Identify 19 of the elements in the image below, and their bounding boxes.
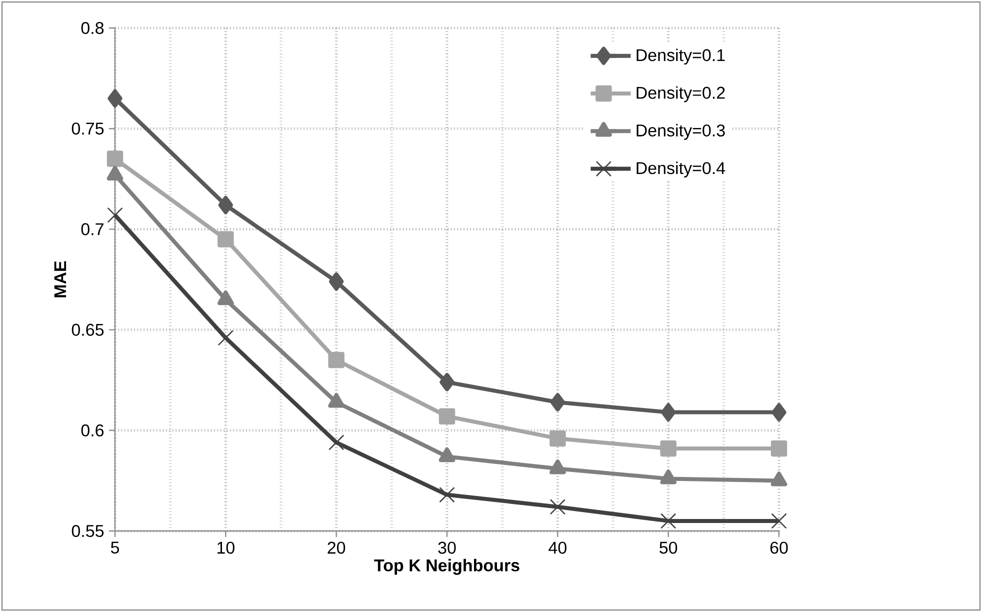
y-tick-label: 0.75 bbox=[72, 122, 104, 135]
y-tick-label: 0.8 bbox=[81, 22, 104, 34]
legend-label: Density=0.2 bbox=[636, 86, 725, 102]
legend-label: Density=0.4 bbox=[636, 162, 726, 178]
x-tick-label: 40 bbox=[548, 542, 566, 554]
y-tick-label: 0.65 bbox=[72, 324, 104, 336]
x-axis-title: Top K Neighbours bbox=[374, 558, 520, 575]
x-tick-label: 20 bbox=[328, 542, 346, 554]
x-tick-label: 50 bbox=[660, 542, 678, 554]
y-tick-label: 0.55 bbox=[72, 524, 104, 538]
x-tick-label: 10 bbox=[218, 542, 234, 554]
x-tick-label: 5 bbox=[110, 542, 120, 554]
y-axis-title: MAE bbox=[54, 261, 66, 298]
x-tick-label: 60 bbox=[770, 542, 788, 554]
y-tick-label: 0.7 bbox=[81, 223, 104, 236]
y-tick-label: 0.6 bbox=[81, 424, 104, 436]
legend-label: Density=0.3 bbox=[636, 124, 725, 140]
legend-label: Density=0.1 bbox=[636, 48, 725, 65]
x-tick-label: 30 bbox=[438, 542, 456, 554]
